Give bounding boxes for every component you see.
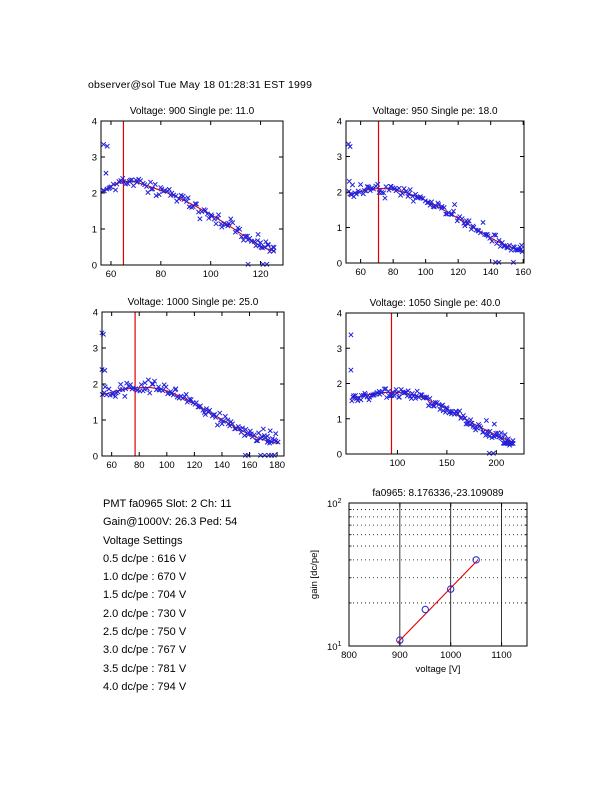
svg-text:4: 4 [337, 117, 342, 128]
info-line-setting: 3.0 dc/pe : 767 V [103, 644, 187, 657]
svg-text:100: 100 [389, 458, 405, 469]
svg-text:140: 140 [483, 267, 499, 278]
svg-text:1100: 1100 [491, 650, 511, 661]
svg-text:2: 2 [337, 379, 342, 390]
svg-text:102: 102 [327, 498, 342, 510]
chart-voltage-900: 60 80 100 120 0 1 2 3 4 Voltage: 900 Single pe: 1… [71, 101, 297, 287]
info-line-setting: 1.5 dc/pe : 704 V [103, 589, 187, 602]
svg-text:4: 4 [93, 308, 98, 319]
svg-text:200: 200 [488, 458, 504, 469]
svg-text:150: 150 [439, 458, 455, 469]
svg-text:Voltage: 1050 Single pe: 40.0: Voltage: 1050 Single pe: 40.0 [370, 298, 501, 309]
info-line-setting: 0.5 dc/pe : 616 V [103, 552, 187, 565]
svg-text:Voltage: 1000 Single pe: 25.0: Voltage: 1000 Single pe: 25.0 [128, 297, 259, 308]
svg-text:800: 800 [341, 650, 357, 661]
svg-text:60: 60 [355, 267, 366, 278]
svg-text:180: 180 [269, 460, 285, 471]
pmt-info-block: PMT fa0965 Slot: 2 Ch: 11 Gain@1000V: 26… [103, 495, 237, 696]
info-line-pmt: PMT fa0965 Slot: 2 Ch: 11 [103, 498, 232, 510]
chart-voltage-1050: 100 150 200 0 1 2 3 4 Voltage: 1050 Single pe: 4… [316, 293, 538, 476]
svg-text:0: 0 [92, 261, 97, 272]
chart-voltage-1000-canvas: 60 80 100 120 140 160 180 0 1 2 3 4 Voltage: 1000 Si… [93, 297, 285, 471]
chart-voltage-900-canvas: 60 80 100 120 0 1 2 3 4 Voltage: 900 Single pe: 1… [92, 106, 284, 280]
svg-text:4: 4 [92, 117, 97, 128]
chart-voltage-950: 60 80 100 120 140 160 0 1 2 3 4 Voltage: 950 Single… [316, 101, 538, 285]
svg-text:2: 2 [92, 189, 97, 200]
header-timestamp: observer@sol Tue May 18 01:28:31 EST 199… [88, 79, 313, 91]
svg-text:voltage [V]: voltage [V] [416, 664, 461, 675]
svg-text:0: 0 [337, 259, 342, 270]
svg-text:1: 1 [337, 414, 342, 425]
svg-text:60: 60 [106, 460, 117, 471]
chart-gain-curve: 800 900 1000 1100 101 102 fa0965: 8.176336,-23… [305, 487, 543, 682]
svg-text:3: 3 [93, 344, 98, 355]
svg-text:1: 1 [337, 223, 342, 234]
svg-text:0: 0 [337, 450, 342, 461]
svg-text:3: 3 [337, 344, 342, 355]
svg-text:100: 100 [203, 269, 219, 280]
info-line-settings-title: Voltage Settings [103, 534, 183, 547]
chart-voltage-1000: 60 80 100 120 140 160 180 0 1 2 3 4 Voltage: 1000 Si… [72, 292, 298, 478]
info-line-setting: 3.5 dc/pe : 781 V [103, 662, 187, 675]
svg-text:1: 1 [92, 225, 97, 236]
svg-text:2: 2 [337, 188, 342, 199]
svg-text:Voltage: 900 Single pe: 11.0: Voltage: 900 Single pe: 11.0 [130, 106, 255, 117]
svg-text:80: 80 [134, 460, 145, 471]
svg-text:1000: 1000 [440, 650, 461, 661]
svg-text:100: 100 [159, 460, 175, 471]
svg-text:160: 160 [515, 267, 531, 278]
svg-text:Voltage: 950 Single pe: 18.0: Voltage: 950 Single pe: 18.0 [372, 106, 498, 117]
svg-text:120: 120 [450, 267, 466, 278]
info-line-setting: 4.0 dc/pe : 794 V [103, 680, 187, 693]
svg-text:gain [dc/pe]: gain [dc/pe] [309, 550, 320, 599]
svg-text:140: 140 [214, 460, 230, 471]
info-line-gain: Gain@1000V: 26.3 Ped: 54 [103, 516, 238, 529]
svg-text:160: 160 [242, 460, 258, 471]
svg-text:3: 3 [92, 153, 97, 164]
chart-voltage-1050-canvas: 100 150 200 0 1 2 3 4 Voltage: 1050 Single pe: 4… [337, 298, 525, 469]
svg-text:0: 0 [93, 452, 98, 463]
chart-gain-curve-canvas: 800 900 1000 1100 101 102 fa0965: 8.176336,-23… [309, 488, 528, 675]
svg-text:100: 100 [418, 267, 434, 278]
info-line-setting: 1.0 dc/pe : 670 V [103, 571, 187, 584]
svg-text:60: 60 [106, 269, 117, 280]
info-line-setting: 2.0 dc/pe : 730 V [103, 607, 187, 620]
svg-text:4: 4 [337, 309, 342, 320]
svg-text:80: 80 [156, 269, 167, 280]
chart-voltage-950-canvas: 60 80 100 120 140 160 0 1 2 3 4 Voltage: 950 Single… [337, 106, 531, 278]
svg-text:80: 80 [388, 267, 399, 278]
svg-text:120: 120 [253, 269, 269, 280]
svg-text:900: 900 [392, 650, 408, 661]
svg-text:3: 3 [337, 152, 342, 163]
svg-text:1: 1 [93, 416, 98, 427]
svg-text:fa0965: 8.176336,-23.109089: fa0965: 8.176336,-23.109089 [372, 488, 504, 499]
svg-text:120: 120 [186, 460, 202, 471]
svg-text:101: 101 [327, 641, 342, 653]
svg-text:2: 2 [93, 380, 98, 391]
info-line-setting: 2.5 dc/pe : 750 V [103, 626, 187, 639]
